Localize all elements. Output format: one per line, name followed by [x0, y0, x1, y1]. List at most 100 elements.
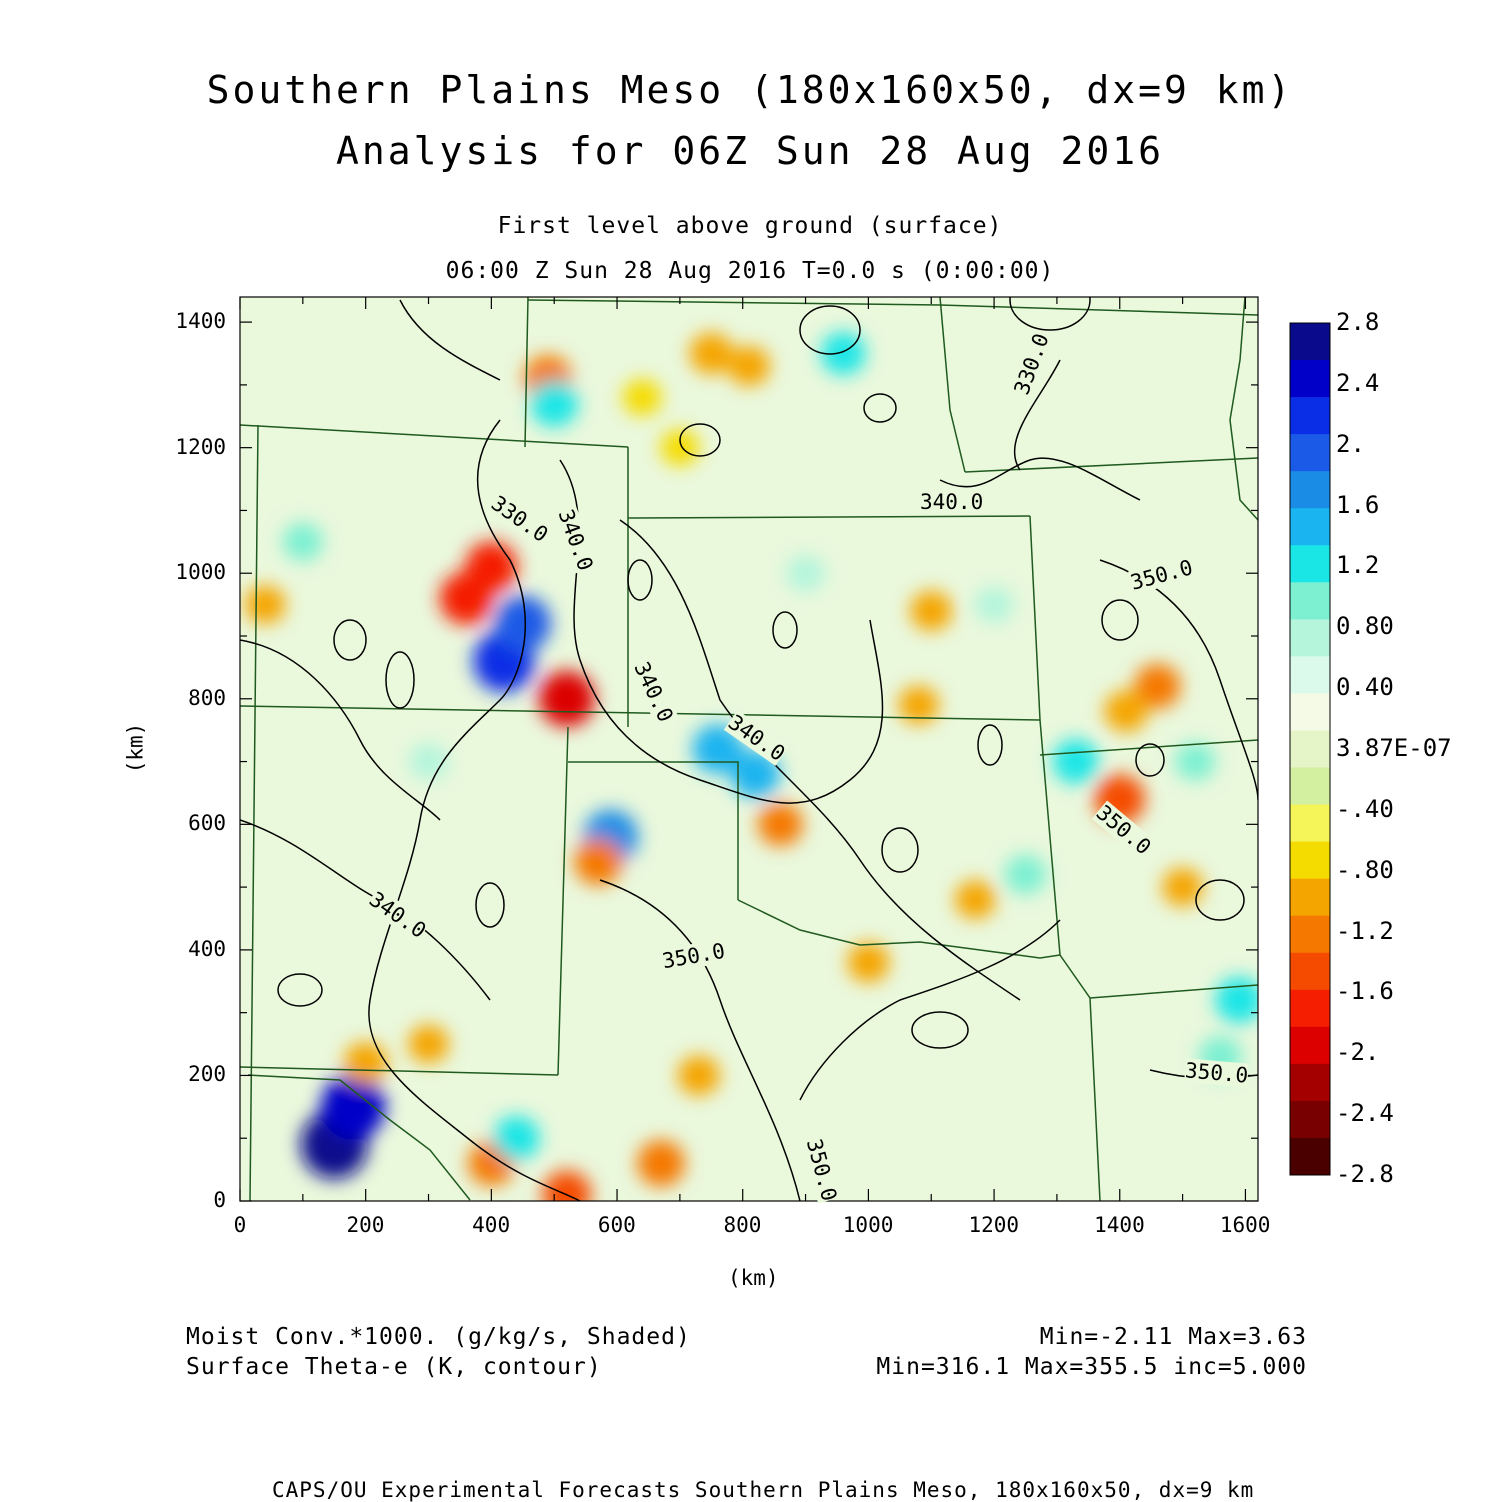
- plot-frame: [239, 296, 1259, 1202]
- x-tick-label: 1000: [842, 1213, 894, 1237]
- contours: [240, 297, 1258, 1201]
- colorbar-swatch: [1290, 915, 1330, 954]
- axis-ticks: [239, 297, 1258, 1202]
- colorbar-swatch: [1290, 619, 1330, 657]
- x-tick-label: 200: [346, 1213, 385, 1237]
- field-feature: [530, 380, 578, 427]
- colorbar-swatch: [1290, 1137, 1330, 1176]
- field-feature: [728, 346, 770, 387]
- field-feature: [494, 595, 551, 652]
- colorbar-label: -.80: [1336, 855, 1394, 884]
- field-feature: [637, 1140, 685, 1187]
- y-tick-label: 400: [188, 936, 226, 961]
- x-tick-label: 400: [472, 1213, 511, 1237]
- field-feature: [974, 586, 1014, 624]
- field-feature: [542, 1170, 592, 1201]
- colorbar-label: 2.: [1336, 429, 1365, 458]
- colorbar-label: -1.6: [1336, 977, 1394, 1006]
- x-axis-label: (km): [728, 1266, 779, 1290]
- colorbar-swatch: [1290, 767, 1330, 806]
- colorbar-swatch: [1290, 952, 1330, 991]
- colorbar-label: 3.87E-07: [1336, 734, 1452, 762]
- time-subtitle: 06:00 Z Sun 28 Aug 2016 T=0.0 s (0:00:00…: [445, 258, 1055, 284]
- colorbar-swatch: [1290, 989, 1330, 1028]
- field-feature: [1134, 663, 1181, 709]
- shaded-field-stats: Min=-2.11 Max=3.63: [1039, 1324, 1307, 1350]
- field-feature: [820, 331, 866, 376]
- field-feature: [898, 685, 939, 725]
- colorbar-label: 0.80: [1336, 612, 1394, 641]
- field-feature: [954, 880, 996, 919]
- colorbar-swatch: [1290, 730, 1330, 769]
- shaded-field: [244, 331, 1258, 1201]
- colorbar-swatch: [1290, 656, 1330, 694]
- field-feature: [758, 802, 803, 846]
- y-tick-label: 1200: [175, 434, 226, 459]
- colorbar-label: -.40: [1336, 794, 1394, 823]
- colorbar-swatch: [1290, 360, 1330, 398]
- colorbar-swatch: [1290, 323, 1330, 361]
- colorbar-swatch: [1290, 804, 1330, 843]
- level-subtitle: First level above ground (surface): [497, 213, 1003, 239]
- colorbar-swatch: [1290, 693, 1330, 731]
- colorbar-swatch: [1290, 545, 1330, 583]
- field-feature: [574, 838, 622, 886]
- field-feature: [465, 541, 518, 593]
- y-tick-label: 600: [188, 811, 226, 836]
- field-feature: [493, 1115, 540, 1161]
- credit-line: CAPS/OU Experimental Forecasts Southern …: [272, 1478, 1255, 1502]
- colorbar-swatch: [1290, 582, 1330, 620]
- field-feature: [660, 429, 700, 467]
- colorbar-label: 1.6: [1336, 490, 1380, 519]
- colorbar-label: 0.40: [1336, 673, 1394, 702]
- title-line-1: Southern Plains Meso (180x160x50, dx=9 k…: [206, 68, 1294, 112]
- field-feature: [1104, 690, 1148, 733]
- field-feature: [847, 942, 890, 983]
- x-tick-label: 0: [233, 1213, 247, 1237]
- x-tick-label: 600: [597, 1213, 636, 1237]
- field-background: [240, 297, 1258, 1201]
- x-tick-label: 1600: [1219, 1213, 1271, 1237]
- colorbar-swatch: [1290, 471, 1330, 509]
- field-feature: [343, 1042, 388, 1084]
- field-feature: [785, 554, 826, 592]
- field-feature: [910, 590, 953, 631]
- colorbar: [1289, 322, 1331, 1176]
- contour-field-stats: Min=316.1 Max=355.5 inc=5.000: [876, 1354, 1307, 1380]
- colorbar-swatch: [1290, 1100, 1330, 1139]
- colorbar-swatch: [1290, 397, 1330, 435]
- field-feature: [244, 585, 286, 624]
- field-feature: [538, 670, 595, 727]
- state-borders: [240, 297, 1258, 1201]
- field-feature: [408, 1024, 449, 1064]
- colorbar-label: 1.2: [1336, 551, 1380, 580]
- colorbar-swatch: [1290, 1026, 1330, 1065]
- x-tick-label: 1400: [1094, 1213, 1145, 1237]
- colorbar-label: 2.8: [1336, 308, 1380, 336]
- field-feature: [622, 379, 662, 416]
- field-feature: [282, 522, 324, 562]
- contour-field-label: Surface Theta-e (K, contour): [186, 1354, 602, 1380]
- field-feature: [689, 332, 733, 375]
- colorbar-label: -2.8: [1336, 1160, 1394, 1188]
- shaded-field-label: Moist Conv.*1000. (g/kg/s, Shaded): [186, 1324, 691, 1350]
- field-feature: [1004, 854, 1047, 895]
- field-feature: [1174, 742, 1216, 781]
- colorbar-label: -2.4: [1336, 1099, 1394, 1128]
- y-axis-label: (km): [123, 722, 148, 774]
- colorbar-label: -2.: [1336, 1038, 1380, 1067]
- colorbar-swatch: [1290, 434, 1330, 472]
- y-tick-label: 1000: [175, 560, 226, 585]
- colorbar-swatch: [1290, 508, 1330, 546]
- colorbar-swatch: [1290, 841, 1330, 880]
- colorbar-swatch: [1290, 878, 1330, 917]
- colorbar-swatch: [1290, 1063, 1330, 1102]
- field-feature: [1052, 739, 1099, 784]
- field-feature: [730, 750, 780, 799]
- field-feature: [320, 1074, 386, 1140]
- y-tick-label: 0: [213, 1188, 226, 1212]
- colorbar-frame: [1289, 322, 1331, 1176]
- title-line-2: Analysis for 06Z Sun 28 Aug 2016: [335, 129, 1165, 173]
- y-tick-label: 1400: [175, 309, 226, 334]
